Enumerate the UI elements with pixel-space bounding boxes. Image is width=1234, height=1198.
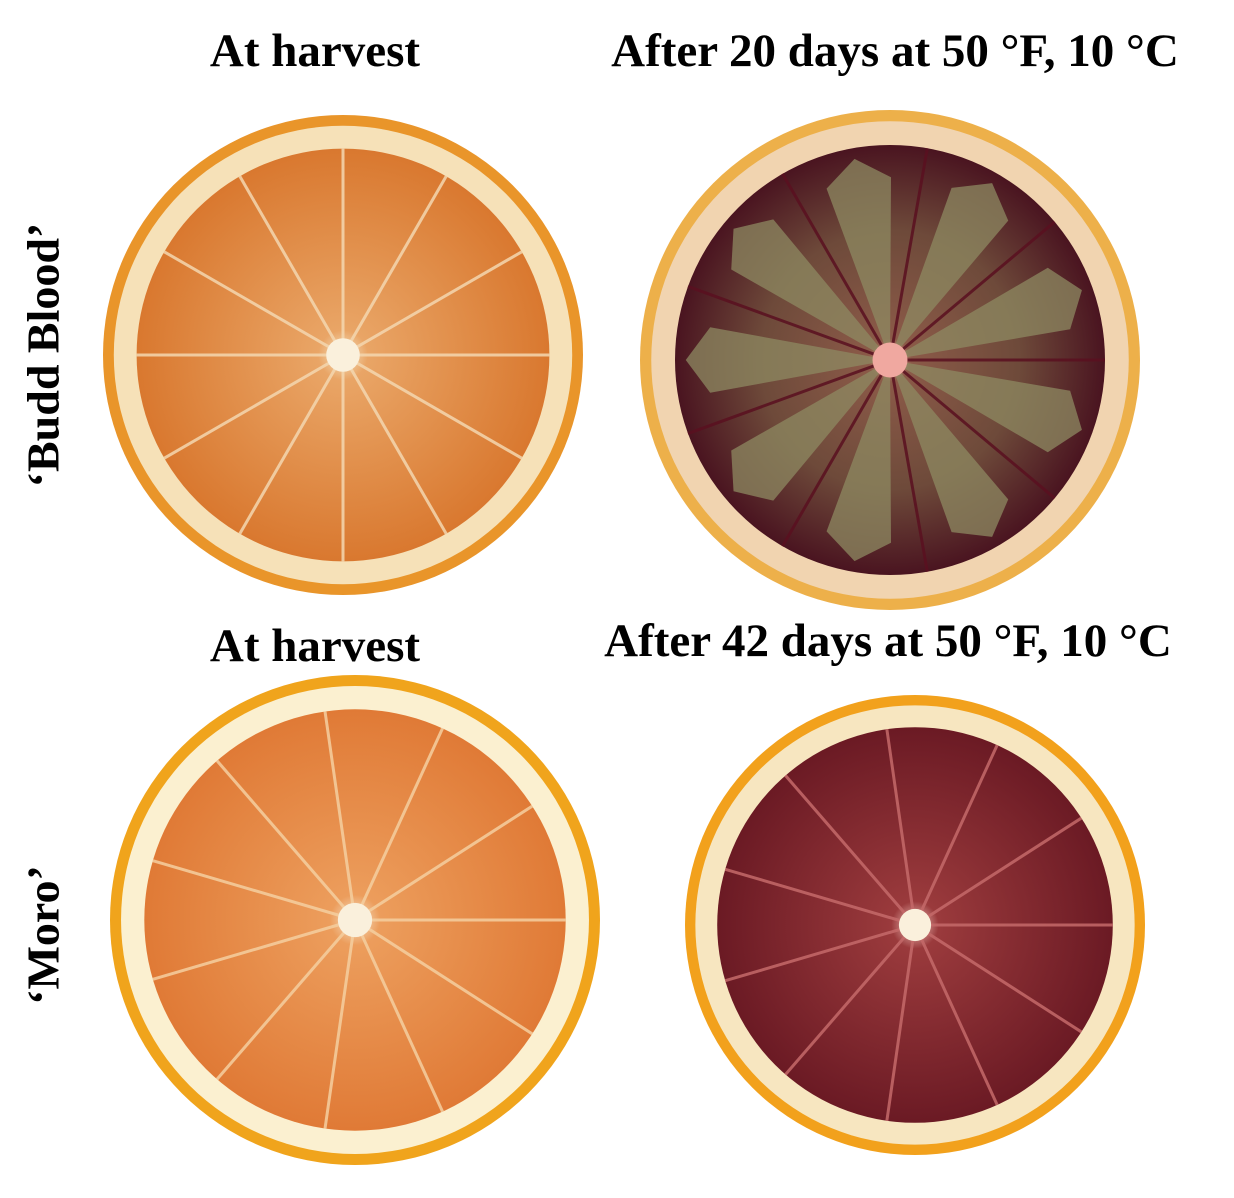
segment-wall: [163, 353, 344, 460]
segment-wall: [238, 175, 345, 356]
segment-wall: [889, 358, 1056, 500]
row-label: ‘Moro’: [18, 865, 69, 1005]
orange-slice: [685, 695, 1145, 1155]
segment-wall: [152, 918, 356, 981]
segment-wall: [215, 759, 357, 921]
segment-wall: [724, 923, 916, 983]
orange-slice: [110, 675, 600, 1165]
segment-core: [731, 360, 890, 501]
core: [326, 338, 360, 372]
segment-wall: [784, 774, 917, 926]
segment-wall: [341, 354, 448, 535]
row-label: ‘Budd Blood’: [18, 223, 69, 488]
caption: After 42 days at 50 °F, 10 °C: [604, 615, 1172, 667]
segment-wall: [353, 919, 444, 1113]
segment-wall: [163, 250, 344, 357]
segment-core: [826, 360, 891, 562]
segment-core: [731, 219, 890, 360]
segment-wall: [238, 354, 345, 535]
segment-wall: [913, 744, 999, 926]
segment-wall: [354, 804, 534, 922]
segment-wall: [885, 728, 917, 926]
segment-wall: [323, 711, 357, 921]
segment-core: [890, 360, 1082, 453]
orange-slice: [640, 110, 1140, 610]
core: [337, 902, 373, 938]
segment-wall: [353, 727, 444, 921]
segment-wall: [687, 358, 891, 435]
caption: After 20 days at 50 °F, 10 °C: [611, 25, 1179, 77]
segment-core: [890, 183, 1009, 360]
orange-slice: [103, 115, 583, 595]
segment-core: [890, 360, 1009, 537]
segment-wall: [781, 359, 892, 547]
segment-wall: [354, 918, 534, 1036]
segment-wall: [914, 816, 1083, 927]
segment-wall: [152, 859, 356, 922]
photos: [103, 110, 1145, 1165]
segment-wall: [781, 173, 892, 361]
segment-wall: [888, 148, 929, 361]
segment-wall: [784, 924, 917, 1076]
caption: At harvest: [210, 25, 420, 77]
segment-wall: [342, 353, 523, 460]
core: [872, 342, 908, 378]
segment-wall: [913, 924, 999, 1106]
segment-wall: [341, 175, 448, 356]
segment-wall: [342, 250, 523, 357]
caption: At harvest: [210, 620, 420, 672]
segment-core: [890, 267, 1082, 360]
segment-wall: [888, 359, 929, 572]
segment-wall: [323, 919, 357, 1129]
segment-wall: [885, 924, 917, 1122]
segment-wall: [724, 867, 916, 927]
segment-wall: [215, 919, 357, 1081]
segment-wall: [889, 220, 1056, 362]
segment-core: [685, 327, 890, 393]
core: [898, 908, 932, 942]
segment-core: [826, 158, 891, 360]
segment-wall: [687, 285, 891, 362]
segment-wall: [914, 923, 1083, 1034]
